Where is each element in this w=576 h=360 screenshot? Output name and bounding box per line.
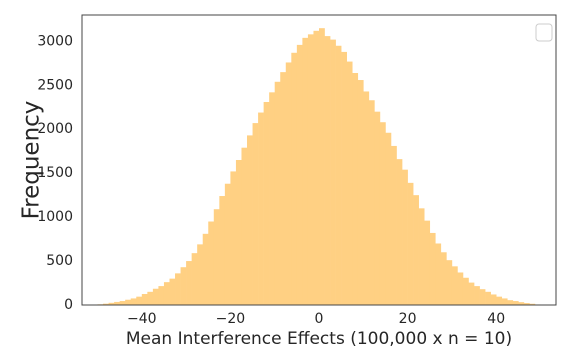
bar: [247, 135, 253, 305]
bar: [119, 301, 126, 305]
bar: [429, 232, 436, 305]
bar: [274, 81, 281, 306]
bar: [269, 92, 276, 305]
bar: [462, 277, 469, 305]
bar: [407, 182, 414, 305]
bar: [219, 196, 226, 305]
y-tick-label: 2000: [37, 121, 73, 137]
bar: [202, 233, 209, 305]
bar: [418, 208, 425, 305]
bar: [402, 169, 408, 305]
bar: [341, 51, 347, 306]
bar: [103, 303, 109, 305]
bar: [302, 37, 309, 306]
bar: [518, 302, 525, 305]
bar: [307, 34, 314, 305]
y-tick-label: 0: [64, 297, 73, 313]
bar: [241, 147, 248, 305]
x-axis-label: Mean Interference Effects (100,000 x n =…: [126, 329, 512, 349]
bar: [186, 261, 192, 305]
bar: [346, 61, 353, 305]
bar: [258, 112, 264, 305]
bar: [352, 73, 359, 305]
bar: [385, 132, 392, 305]
bar: [319, 28, 325, 305]
bar: [446, 260, 453, 305]
bar: [130, 298, 137, 305]
bar: [180, 267, 187, 305]
bar: [175, 273, 181, 305]
bars: [97, 28, 541, 306]
x-tick-label: 0: [315, 311, 324, 327]
x-tick-label: 40: [487, 311, 505, 327]
x-tick-label: −20: [216, 311, 246, 327]
bar: [390, 145, 397, 305]
bar: [490, 294, 497, 305]
plot-frame: [81, 14, 557, 306]
y-axis-label: Frequency: [19, 101, 45, 220]
bar: [474, 286, 480, 305]
bar: [413, 195, 419, 305]
bar: [136, 296, 143, 305]
y-tick-label: 1500: [37, 165, 73, 181]
bar: [147, 291, 154, 305]
bar: [191, 253, 198, 305]
bar: [451, 266, 458, 305]
bar: [296, 44, 303, 306]
bar: [523, 303, 530, 305]
bar: [230, 171, 237, 305]
bar: [457, 272, 464, 305]
bar: [280, 72, 287, 305]
bar: [479, 289, 486, 305]
bar: [363, 91, 370, 305]
bar: [368, 100, 375, 305]
bar: [379, 122, 386, 305]
bar: [507, 300, 514, 305]
bar: [197, 244, 204, 305]
bar: [529, 303, 536, 305]
bar: [374, 111, 381, 306]
bar: [163, 282, 170, 305]
bar: [313, 30, 320, 306]
bar: [357, 80, 364, 305]
bar: [501, 298, 508, 305]
bar: [158, 286, 165, 305]
bar: [435, 243, 442, 305]
bar: [263, 102, 270, 305]
bar: [125, 299, 132, 305]
bar: [424, 220, 431, 305]
bar: [440, 252, 447, 305]
bar: [152, 288, 159, 305]
bar: [335, 45, 342, 306]
bar: [291, 52, 298, 306]
x-tick-label: −40: [127, 311, 157, 327]
y-tick-label: 1000: [37, 209, 73, 225]
bar: [141, 294, 148, 305]
bar: [224, 183, 231, 305]
bar: [252, 123, 259, 305]
bar: [496, 296, 503, 305]
y-tick-label: 500: [46, 253, 73, 269]
bar: [108, 302, 115, 305]
bar: [396, 159, 403, 305]
y-tick-label: 3000: [37, 33, 73, 49]
bar: [169, 278, 176, 305]
bar: [285, 62, 292, 305]
x-tick-label: 20: [399, 311, 417, 327]
bar: [208, 221, 215, 305]
bar: [468, 282, 475, 305]
bar: [485, 291, 491, 305]
y-tick-label: 2500: [37, 77, 73, 93]
bar: [235, 160, 242, 305]
legend-box: [535, 23, 553, 42]
bar: [330, 39, 336, 306]
bar: [512, 301, 519, 305]
bar: [213, 209, 220, 305]
bar: [324, 36, 331, 305]
bar: [114, 301, 120, 305]
